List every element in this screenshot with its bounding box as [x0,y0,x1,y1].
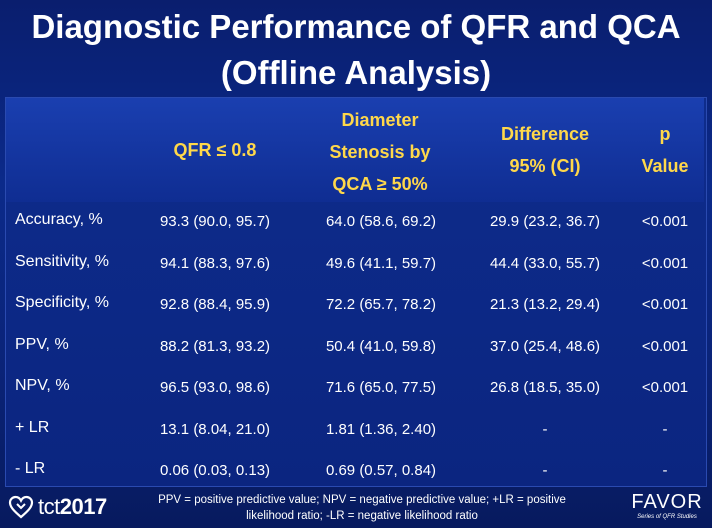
favor-subtitle: Series of QFR Studies [637,514,697,520]
tct-year: 2017 [59,494,107,519]
row-label: PPV, % [15,336,69,353]
cell-qfr: 93.3 (90.0, 95.7) [159,213,271,230]
favor-logo: FAVOR Series of QFR Studies [626,491,708,523]
cell-difference: - [542,462,548,479]
header-difference: Difference 95% (CI) [480,118,610,182]
tct-logo: tct2017 [8,494,107,520]
cell-p-value: - [662,421,668,438]
cell-qfr: 0.06 (0.03, 0.13) [159,462,271,479]
header-difference-line-2: 95% (CI) [509,156,581,176]
footnote-line-1: PPV = positive predictive value; NPV = n… [158,494,566,506]
cell-difference: 29.9 (23.2, 36.7) [489,213,601,230]
cell-qca: 1.81 (1.36, 2.40) [325,421,437,438]
heart-icon [8,495,34,519]
cell-qfr: 96.5 (93.0, 98.6) [159,379,271,396]
table-header [6,98,704,202]
cell-qca: 49.6 (41.1, 59.7) [325,255,437,272]
header-qfr: QFR ≤ 0.8 [173,140,257,160]
cell-qca: 0.69 (0.57, 0.84) [325,462,437,479]
cell-difference: 37.0 (25.4, 48.6) [489,338,601,355]
cell-qfr: 94.1 (88.3, 97.6) [159,255,271,272]
header-qca-line-1: Diameter [341,110,419,130]
row-label: + LR [15,419,50,436]
cell-qca: 64.0 (58.6, 69.2) [325,213,437,230]
cell-difference: 26.8 (18.5, 35.0) [489,379,601,396]
cell-qfr: 13.1 (8.04, 21.0) [159,421,271,438]
cell-p-value: - [662,462,668,479]
cell-p-value: <0.001 [641,338,689,355]
cell-p-value: <0.001 [641,255,689,272]
cell-qfr: 88.2 (81.3, 93.2) [159,338,271,355]
cell-qfr: 92.8 (88.4, 95.9) [159,296,271,313]
header-qca: Diameter Stenosis by QCA ≥ 50% [310,104,450,200]
tct-prefix: tct [38,494,60,519]
tct-wordmark: tct2017 [38,494,107,520]
footnote-line-2: likelihood ratio; -LR = negative likelih… [246,510,478,522]
cell-p-value: <0.001 [641,379,689,396]
header-qca-line-3: QCA ≥ 50% [332,174,428,194]
header-p-value: p Value [625,118,705,182]
slide-title: Diagnostic Performance of QFR and QCA (O… [0,4,712,96]
row-label: - LR [15,460,46,477]
title-line-2: (Offline Analysis) [220,54,492,91]
row-label: NPV, % [15,377,70,394]
cell-qca: 50.4 (41.0, 59.8) [325,338,437,355]
cell-difference: 21.3 (13.2, 29.4) [489,296,601,313]
cell-difference: - [542,421,548,438]
header-p-line-1: p [659,124,671,144]
cell-p-value: <0.001 [641,296,689,313]
row-label: Sensitivity, % [15,253,109,270]
row-label: Specificity, % [15,294,109,311]
cell-p-value: <0.001 [641,213,689,230]
cell-difference: 44.4 (33.0, 55.7) [489,255,601,272]
title-line-1: Diagnostic Performance of QFR and QCA [31,8,681,45]
header-p-line-2: Value [641,156,689,176]
cell-qca: 71.6 (65.0, 77.5) [325,379,437,396]
header-qca-line-2: Stenosis by [329,142,431,162]
header-difference-line-1: Difference [500,124,590,144]
footnote: PPV = positive predictive value; NPV = n… [142,492,582,524]
cell-qca: 72.2 (65.7, 78.2) [325,296,437,313]
favor-wordmark: FAVOR [631,491,703,513]
row-label: Accuracy, % [15,211,103,228]
